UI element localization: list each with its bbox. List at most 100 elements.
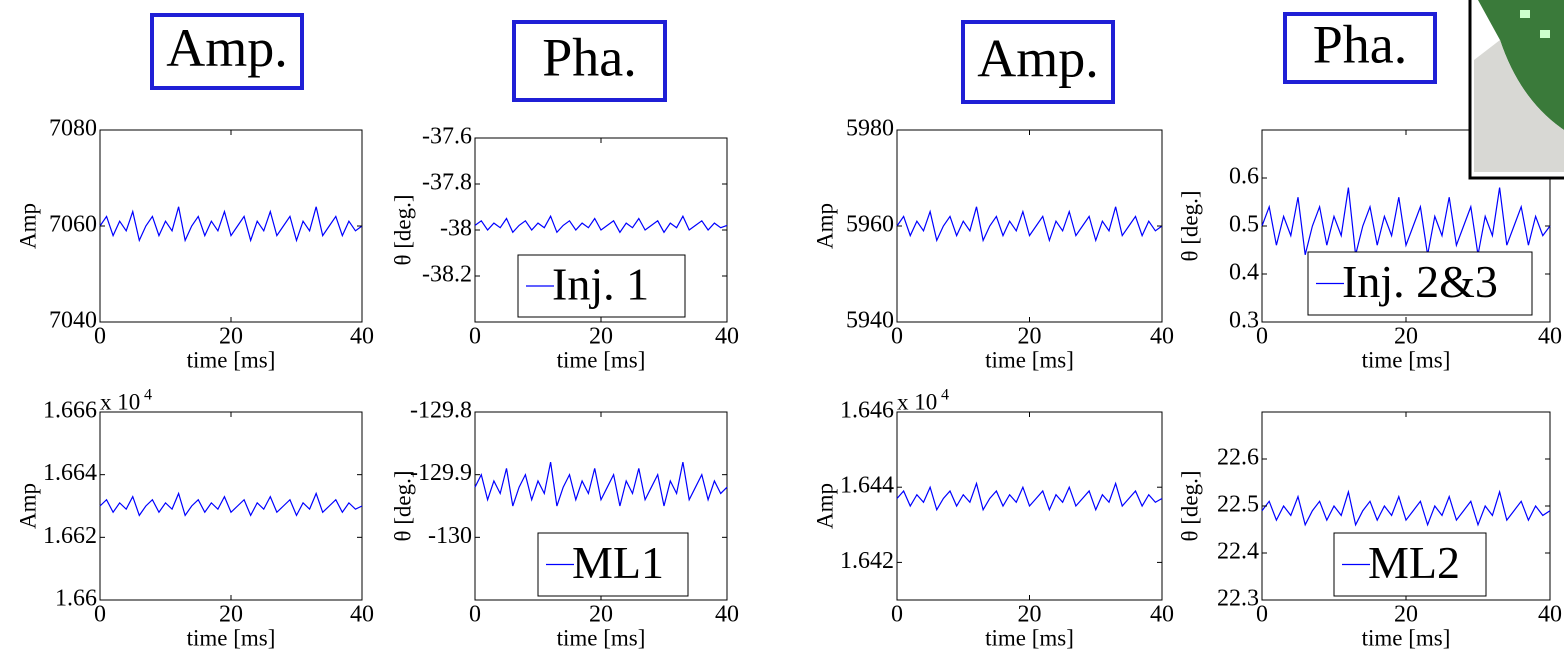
y-axis-label: θ [deg.] — [390, 194, 415, 265]
x-tick-label: 0 — [891, 602, 903, 628]
legend-label: Inj. 2&3 — [1342, 256, 1498, 307]
x-axis-label: time [ms] — [187, 347, 276, 372]
data-line — [99, 491, 363, 517]
data-line — [474, 462, 728, 507]
x-tick-label: 0 — [469, 324, 481, 350]
data-line — [99, 206, 363, 243]
axes-frame — [896, 129, 1163, 323]
y-axis-label: Amp — [812, 203, 837, 249]
y-scale-label: x 10 — [100, 389, 140, 414]
legend-label: ML1 — [572, 537, 664, 588]
y-axis-label: θ [deg.] — [1177, 470, 1202, 541]
x-tick-label: 20 — [219, 602, 243, 628]
x-axis-label: time [ms] — [557, 347, 646, 372]
data-line — [474, 214, 728, 234]
y-tick-label: 1.664 — [43, 460, 97, 486]
x-tick-label: 20 — [1018, 324, 1042, 350]
y-tick-label: 22.5 — [1217, 492, 1259, 518]
legend-label: ML2 — [1368, 537, 1460, 588]
x-tick-label: 40 — [1150, 602, 1174, 628]
y-tick-label: -37.6 — [422, 124, 472, 150]
x-axis-label: time [ms] — [1362, 347, 1451, 372]
y-tick-label: -129.8 — [410, 398, 472, 424]
x-tick-label: 0 — [891, 324, 903, 350]
y-tick-label: 1.66 — [55, 586, 97, 612]
x-tick-label: 20 — [589, 324, 613, 350]
y-tick-label: 0.3 — [1229, 308, 1259, 334]
x-tick-label: 40 — [350, 324, 374, 350]
header-box — [150, 13, 304, 90]
x-tick-label: 20 — [1394, 602, 1418, 628]
y-tick-label: 1.642 — [840, 548, 894, 574]
x-axis-label: time [ms] — [985, 625, 1074, 650]
x-tick-label: 40 — [715, 602, 739, 628]
y-scale-exponent: 4 — [941, 387, 949, 404]
x-tick-label: 40 — [715, 324, 739, 350]
y-tick-label: 5980 — [846, 116, 894, 142]
y-axis-label: Amp — [15, 203, 40, 249]
x-tick-label: 20 — [1018, 602, 1042, 628]
x-tick-label: 0 — [469, 602, 481, 628]
y-tick-label: 7060 — [49, 212, 97, 238]
y-axis-label: Amp — [812, 483, 837, 529]
axes-frame — [99, 129, 363, 323]
y-tick-label: -38 — [440, 216, 472, 242]
header-label: Amp. — [166, 18, 288, 78]
header-label: Pha. — [1313, 14, 1408, 74]
y-tick-label: 1.662 — [43, 523, 97, 549]
header-box — [512, 20, 667, 102]
x-axis-label: time [ms] — [187, 625, 276, 650]
y-axis-label: θ [deg.] — [390, 470, 415, 541]
y-tick-label: 5960 — [846, 212, 894, 238]
legend-box — [1307, 251, 1533, 316]
y-tick-label: 0.6 — [1229, 164, 1259, 190]
data-line — [1261, 489, 1551, 527]
x-axis-label: time [ms] — [557, 625, 646, 650]
data-line — [896, 481, 1163, 512]
x-axis-label: time [ms] — [985, 347, 1074, 372]
x-tick-label: 20 — [589, 602, 613, 628]
x-axis-label: time [ms] — [1362, 625, 1451, 650]
legend-box — [1333, 532, 1487, 597]
header-box — [1283, 12, 1437, 84]
x-tick-label: 0 — [1256, 602, 1268, 628]
y-tick-label: -37.8 — [422, 170, 472, 196]
y-tick-label: 1.666 — [43, 398, 97, 424]
x-tick-label: 40 — [350, 602, 374, 628]
photo-inset — [1468, 0, 1564, 180]
x-tick-label: 40 — [1150, 324, 1174, 350]
y-tick-label: 22.6 — [1217, 445, 1259, 471]
y-tick-label: 1.644 — [840, 473, 894, 499]
header-label: Pha. — [542, 27, 637, 87]
y-axis-label: θ [deg.] — [1177, 190, 1202, 261]
y-tick-label: 7080 — [49, 116, 97, 142]
x-tick-label: 0 — [94, 602, 106, 628]
y-tick-label: -38.2 — [422, 262, 472, 288]
y-axis-label: Amp — [15, 483, 40, 529]
y-tick-label: 1.646 — [840, 398, 894, 424]
legend-label: Inj. 1 — [552, 259, 649, 310]
y-scale-exponent: 4 — [144, 387, 152, 404]
axes-frame — [99, 411, 363, 601]
y-tick-label: 22.4 — [1217, 539, 1259, 565]
y-tick-label: 0.4 — [1229, 260, 1259, 286]
y-tick-label: 0.5 — [1229, 212, 1259, 238]
data-line — [1261, 187, 1551, 255]
y-tick-label: -129.9 — [410, 460, 472, 486]
x-tick-label: 0 — [94, 324, 106, 350]
y-tick-label: 22.3 — [1217, 586, 1259, 612]
header-box — [961, 20, 1115, 104]
y-tick-label: -130 — [428, 523, 472, 549]
x-tick-label: 20 — [1394, 324, 1418, 350]
x-tick-label: 0 — [1256, 324, 1268, 350]
x-tick-label: 40 — [1538, 324, 1562, 350]
y-tick-label: 7040 — [49, 308, 97, 334]
x-tick-label: 20 — [219, 324, 243, 350]
header-label: Amp. — [977, 28, 1099, 88]
y-scale-label: x 10 — [897, 389, 937, 414]
data-line — [896, 206, 1163, 243]
y-tick-label: 5940 — [846, 308, 894, 334]
x-tick-label: 40 — [1538, 602, 1562, 628]
